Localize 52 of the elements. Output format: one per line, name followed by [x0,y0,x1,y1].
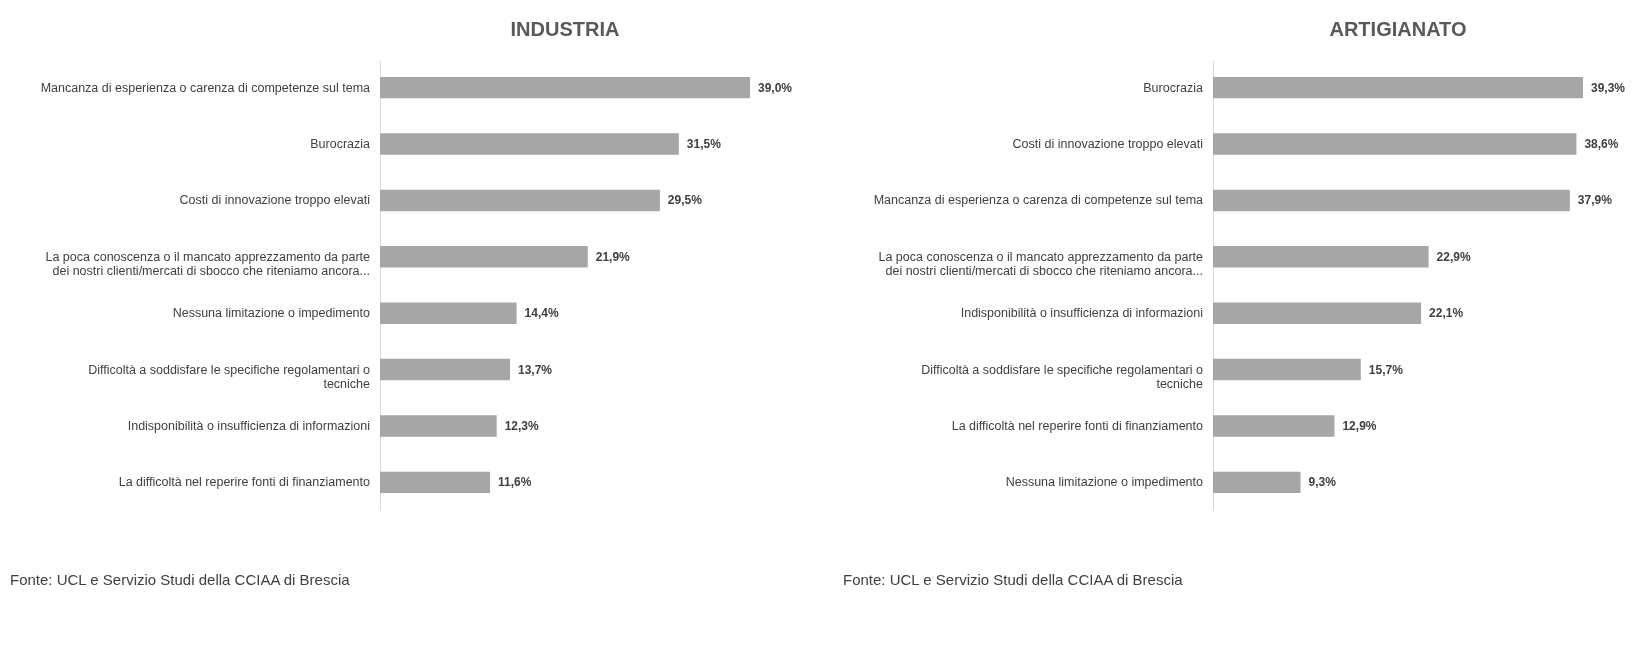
data-label: 11,6% [498,475,532,490]
y-tick-label: Mancanza di esperienza o carenza di competenze sul tema [873,193,1204,208]
data-label: 39,3% [1591,80,1626,95]
y-tick-label: Mancanza di esperienza o carenza di competenze sul tema [40,80,371,95]
y-tick-label: Nessuna limitazione o impedimento [172,306,371,321]
y-tick-label: Difficoltà a soddisfare le specifiche regolamentari o tecniche [88,362,371,392]
bar [380,189,660,212]
bar [380,358,510,381]
bar [1213,133,1577,155]
y-tick-label: Indisponibilità o insufficienza di informazioni [960,306,1203,321]
data-label: 21,9% [595,249,631,264]
data-label: 12,3% [504,418,540,433]
chart-title: INDUSTRIA [510,18,620,40]
y-tick-label: Burocrazia [310,137,371,152]
y-tick-label: Burocrazia [1143,80,1204,95]
y-tick-label: Difficoltà a soddisfare le specifiche regolamentari o tecniche [921,362,1204,392]
data-label: 15,7% [1368,362,1404,377]
bar [380,133,679,155]
data-label: 31,5% [686,137,722,152]
source-note: Fonte: UCL e Servizio Studi della CCIAA di Brescia [10,571,351,588]
data-label: 13,7% [517,362,553,377]
y-tick-label: La difficoltà nel reperire fonti di finanziamento [118,475,371,490]
bar [380,415,497,437]
data-label: 14,4% [524,306,559,321]
data-label: 29,5% [667,193,703,208]
bar [380,76,750,99]
bar [1213,302,1422,324]
bar [1213,246,1429,268]
bar [1213,76,1583,99]
y-tick-label: Indisponibilità o insufficienza di informazioni [127,418,370,433]
y-tick-label: Nessuna limitazione o impedimento [1005,475,1204,490]
bar [380,471,491,494]
bar [1213,189,1570,212]
data-label: 39,0% [758,80,793,95]
data-label: 12,9% [1342,418,1377,433]
data-label: 22,9% [1436,249,1471,264]
y-tick-label: La poca conoscenza o il mancato apprezzamento da parte dei nostri clienti/mercati di sbocco che riteniamo ancora... [878,249,1204,279]
bar [380,246,588,268]
y-tick-label: La poca conoscenza o il mancato apprezzamento da parte dei nostri clienti/mercati di sbocco che riteniamo ancora... [45,249,371,279]
y-tick-label: Costi di innovazione troppo elevati [179,193,370,208]
source-note: Fonte: UCL e Servizio Studi della CCIAA di Brescia [843,571,1184,588]
data-label: 9,3% [1308,475,1337,490]
data-label: 37,9% [1577,193,1613,208]
bar [1213,415,1335,437]
data-label: 22,1% [1429,306,1464,321]
y-tick-label: Costi di innovazione troppo elevati [1012,137,1203,152]
y-tick-label: La difficoltà nel reperire fonti di finanziamento [951,418,1204,433]
bar [1213,358,1361,381]
data-label: 38,6% [1584,137,1619,152]
chart-title: ARTIGIANATO [1329,18,1467,40]
bar [380,302,517,324]
bar [1213,471,1301,494]
